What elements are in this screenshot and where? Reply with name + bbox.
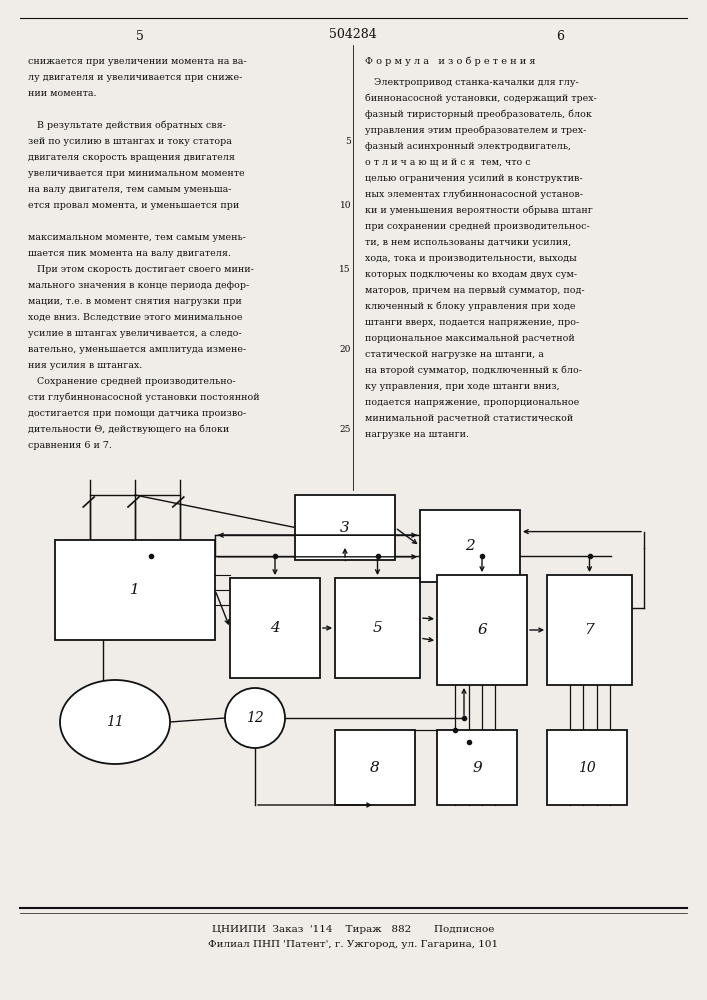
Text: достигается при помощи датчика произво-: достигается при помощи датчика произво-: [28, 409, 246, 418]
Text: 5: 5: [345, 137, 351, 146]
Text: 15: 15: [339, 265, 351, 274]
Text: ку управления, при ходе штанги вниз,: ку управления, при ходе штанги вниз,: [365, 382, 560, 391]
Text: 11: 11: [106, 715, 124, 729]
Text: минимальной расчетной статистической: минимальной расчетной статистической: [365, 414, 573, 423]
Text: максимальном моменте, тем самым умень-: максимальном моменте, тем самым умень-: [28, 233, 246, 242]
Text: снижается при увеличении момента на ва-: снижается при увеличении момента на ва-: [28, 57, 247, 66]
Text: 5: 5: [373, 621, 382, 635]
Bar: [547, 575, 632, 685]
Text: биннонасосной установки, содержащий трех-: биннонасосной установки, содержащий трех…: [365, 94, 597, 103]
Text: подается напряжение, пропорциональное: подается напряжение, пропорциональное: [365, 398, 579, 407]
Text: фазный тиристорный преобразователь, блок: фазный тиристорный преобразователь, блок: [365, 110, 592, 119]
Text: 10: 10: [578, 760, 596, 774]
Text: вательно, уменьшается амплитуда измене-: вательно, уменьшается амплитуда измене-: [28, 345, 246, 354]
Text: 8: 8: [370, 760, 380, 774]
Circle shape: [225, 688, 285, 748]
Text: 6: 6: [477, 623, 487, 637]
Text: на валу двигателя, тем самым уменьша-: на валу двигателя, тем самым уменьша-: [28, 185, 231, 194]
Text: нии момента.: нии момента.: [28, 89, 96, 98]
Text: усилие в штангах увеличивается, а следо-: усилие в штангах увеличивается, а следо-: [28, 329, 242, 338]
Text: ных элементах глубиннонасосной установ-: ных элементах глубиннонасосной установ-: [365, 190, 583, 199]
Text: дительности Θ, действующего на блоки: дительности Θ, действующего на блоки: [28, 425, 229, 434]
Text: 5: 5: [136, 30, 144, 43]
Text: Электропривод станка-качалки для глу-: Электропривод станка-качалки для глу-: [365, 78, 579, 87]
Text: Филиал ПНП 'Патент', г. Ужгород, ул. Гагарина, 101: Филиал ПНП 'Патент', г. Ужгород, ул. Гаг…: [208, 940, 498, 949]
Text: Сохранение средней производительно-: Сохранение средней производительно-: [28, 377, 235, 386]
Text: ти, в нем использованы датчики усилия,: ти, в нем использованы датчики усилия,: [365, 238, 571, 247]
Text: штанги вверх, подается напряжение, про-: штанги вверх, подается напряжение, про-: [365, 318, 579, 327]
Text: 4: 4: [270, 621, 280, 635]
Bar: [335, 730, 415, 805]
Bar: [437, 730, 517, 805]
Bar: [230, 578, 320, 678]
Ellipse shape: [60, 680, 170, 764]
Text: 2: 2: [465, 539, 475, 553]
Text: ходе вниз. Вследствие этого минимальное: ходе вниз. Вследствие этого минимальное: [28, 313, 243, 322]
Text: 25: 25: [339, 425, 351, 434]
Bar: [420, 510, 520, 582]
Text: 6: 6: [556, 30, 564, 43]
Text: порциональное максимальной расчетной: порциональное максимальной расчетной: [365, 334, 575, 343]
Text: нагрузке на штанги.: нагрузке на штанги.: [365, 430, 469, 439]
Text: 1: 1: [130, 583, 140, 597]
Text: Ф о р м у л а   и з о б р е т е н и я: Ф о р м у л а и з о б р е т е н и я: [365, 57, 535, 66]
Text: сти глубиннонасосной установки постоянной: сти глубиннонасосной установки постоянно…: [28, 393, 259, 402]
Text: В результате действия обратных свя-: В результате действия обратных свя-: [28, 121, 226, 130]
Text: шается пик момента на валу двигателя.: шается пик момента на валу двигателя.: [28, 249, 231, 258]
Text: хода, тока и производительности, выходы: хода, тока и производительности, выходы: [365, 254, 577, 263]
Text: ки и уменьшения вероятности обрыва штанг: ки и уменьшения вероятности обрыва штанг: [365, 206, 592, 215]
Text: При этом скорость достигает своего мини-: При этом скорость достигает своего мини-: [28, 265, 254, 274]
Bar: [335, 578, 420, 678]
Text: фазный асинхронный электродвигатель,: фазный асинхронный электродвигатель,: [365, 142, 571, 151]
Text: ключенный к блоку управления при ходе: ключенный к блоку управления при ходе: [365, 302, 575, 311]
Text: 20: 20: [339, 345, 351, 354]
Text: статической нагрузке на штанги, а: статической нагрузке на штанги, а: [365, 350, 544, 359]
Text: целью ограничения усилий в конструктив-: целью ограничения усилий в конструктив-: [365, 174, 583, 183]
Text: ЦНИИПИ  Заказ  '114    Тираж   882       Подписное: ЦНИИПИ Заказ '114 Тираж 882 Подписное: [212, 925, 494, 934]
Text: 504284: 504284: [329, 28, 377, 41]
Text: мального значения в конце периода дефор-: мального значения в конце периода дефор-: [28, 281, 250, 290]
Bar: [295, 495, 395, 560]
Text: при сохранении средней производительнос-: при сохранении средней производительнос-: [365, 222, 590, 231]
Text: лу двигателя и увеличивается при сниже-: лу двигателя и увеличивается при сниже-: [28, 73, 243, 82]
Text: которых подключены ко входам двух сум-: которых подключены ко входам двух сум-: [365, 270, 577, 279]
Text: сравнения 6 и 7.: сравнения 6 и 7.: [28, 441, 112, 450]
Bar: [437, 575, 527, 685]
Text: на второй сумматор, подключенный к бло-: на второй сумматор, подключенный к бло-: [365, 366, 582, 375]
Text: управления этим преобразователем и трех-: управления этим преобразователем и трех-: [365, 126, 586, 135]
Text: зей по усилию в штангах и току статора: зей по усилию в штангах и току статора: [28, 137, 232, 146]
Text: двигателя скорость вращения двигателя: двигателя скорость вращения двигателя: [28, 153, 235, 162]
Text: ния усилия в штангах.: ния усилия в штангах.: [28, 361, 142, 370]
Text: ется провал момента, и уменьшается при: ется провал момента, и уменьшается при: [28, 201, 239, 210]
Text: 9: 9: [472, 760, 482, 774]
Text: маторов, причем на первый сумматор, под-: маторов, причем на первый сумматор, под-: [365, 286, 585, 295]
Text: 3: 3: [340, 520, 350, 534]
Text: 10: 10: [339, 201, 351, 210]
Text: увеличивается при минимальном моменте: увеличивается при минимальном моменте: [28, 169, 245, 178]
Text: о т л и ч а ю щ и й с я  тем, что с: о т л и ч а ю щ и й с я тем, что с: [365, 158, 531, 167]
Text: мации, т.е. в момент снятия нагрузки при: мации, т.е. в момент снятия нагрузки при: [28, 297, 242, 306]
Text: 12: 12: [246, 711, 264, 725]
Bar: [55, 540, 215, 640]
Bar: [547, 730, 627, 805]
Text: 7: 7: [585, 623, 595, 637]
